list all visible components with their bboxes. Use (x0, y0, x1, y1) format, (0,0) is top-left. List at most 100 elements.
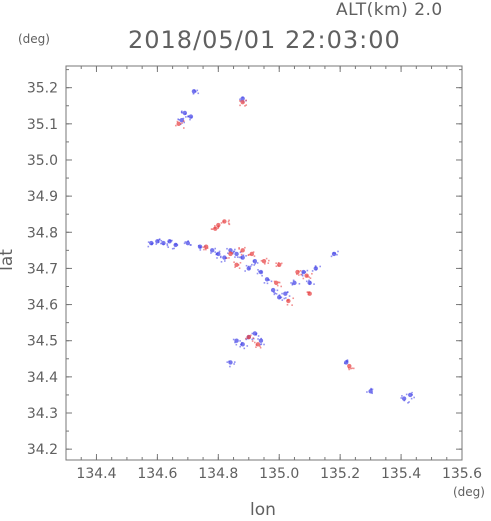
data-point-speck (254, 262, 257, 265)
data-point-speck (158, 238, 161, 241)
data-point-speck (257, 335, 260, 337)
data-point-speck (224, 260, 226, 262)
data-point (252, 258, 258, 264)
data-point-speck (181, 122, 183, 124)
data-point-speck (217, 226, 220, 229)
data-point-speck (308, 276, 310, 278)
data-point-speck (245, 264, 248, 267)
data-point (240, 99, 245, 105)
data-point-speck (210, 228, 213, 230)
data-point-speck (226, 247, 228, 250)
data-point-speck (157, 239, 159, 242)
data-point-speck (183, 242, 186, 245)
data-point-speck (302, 277, 305, 280)
data-point-speck (315, 268, 317, 271)
data-point-speck (334, 252, 336, 255)
data-point-speck (197, 244, 200, 247)
data-point-speck (177, 118, 179, 121)
data-point-speck (157, 241, 160, 243)
data-point-speck (254, 341, 256, 344)
data-point-speck (228, 219, 230, 222)
data-point-speck (234, 341, 236, 344)
data-point-speck (275, 265, 278, 268)
data-point-speck (228, 360, 230, 363)
data-point-speck (182, 117, 185, 120)
data-point-speck (265, 257, 268, 260)
data-point-speck (199, 246, 202, 248)
data-point-speck (175, 243, 177, 245)
data-point-speck (249, 334, 252, 337)
data-point-speck (183, 127, 185, 129)
data-point-speck (347, 367, 350, 369)
data-point-speck (187, 115, 189, 118)
data-point-speck (249, 253, 252, 256)
data-point-speck (410, 397, 413, 400)
data-point (270, 287, 276, 293)
data-point-speck (288, 295, 291, 297)
data-point-speck (166, 244, 169, 247)
data-point-speck (155, 243, 158, 245)
data-point-speck (366, 391, 368, 393)
data-point-speck (220, 261, 223, 263)
data-point-speck (218, 250, 221, 253)
data-point-speck (203, 248, 205, 251)
data-point-speck (239, 98, 241, 101)
data-point-speck (299, 269, 302, 272)
x-tick-label: 134.4 (76, 466, 116, 482)
data-point-speck (251, 332, 254, 335)
data-point-speck (252, 260, 255, 262)
data-point-speck (309, 277, 312, 279)
data-point-speck (311, 270, 314, 272)
data-point-speck (167, 246, 170, 249)
data-point-speck (251, 340, 254, 342)
data-point-speck (255, 332, 258, 335)
data-point (234, 262, 239, 268)
data-point-speck (183, 121, 185, 124)
data-point-speck (308, 279, 310, 282)
data-point-speck (245, 255, 247, 257)
data-point-speck (258, 270, 260, 273)
data-point-speck (273, 291, 275, 294)
data-point-speck (292, 297, 295, 300)
data-point-speck (371, 392, 373, 395)
data-point-speck (225, 257, 227, 259)
x-tick-label: 134.8 (198, 466, 238, 482)
data-point (176, 121, 181, 127)
y-tick-label: 34.3 (27, 406, 58, 422)
y-tick-label: 34.2 (27, 442, 58, 458)
data-point-speck (257, 338, 259, 340)
data-point-speck (252, 251, 255, 253)
x-axis-label: lon (250, 500, 276, 520)
data-point (185, 240, 191, 246)
y-tick-label: 34.8 (27, 225, 58, 241)
data-point-speck (408, 401, 410, 403)
data-point-speck (238, 256, 241, 259)
data-point-speck (319, 265, 321, 268)
data-point-speck (206, 247, 209, 249)
x-tick-label: 135.0 (259, 466, 299, 482)
data-point-speck (227, 220, 230, 223)
data-point-speck (260, 343, 263, 345)
data-point-speck (240, 256, 242, 258)
data-point-speck (233, 361, 236, 363)
data-point-speck (152, 242, 154, 245)
data-point-speck (298, 270, 300, 273)
data-point (161, 240, 166, 246)
data-point-speck (194, 90, 197, 93)
y-tick-label: 34.6 (27, 298, 58, 314)
data-point-speck (351, 367, 353, 370)
data-point-speck (263, 282, 266, 284)
data-point-speck (214, 225, 216, 227)
data-point-speck (307, 293, 310, 296)
data-point-speck (268, 279, 271, 281)
data-point-speck (330, 255, 333, 258)
data-point-speck (199, 249, 202, 251)
data-point (347, 363, 352, 369)
data-point-speck (261, 274, 263, 277)
data-point-speck (314, 266, 317, 269)
data-point-speck (300, 273, 302, 276)
altitude-label: ALT(km) 2.0 (336, 0, 443, 20)
data-point-speck (184, 241, 187, 243)
x-unit-label: (deg) (453, 485, 485, 499)
